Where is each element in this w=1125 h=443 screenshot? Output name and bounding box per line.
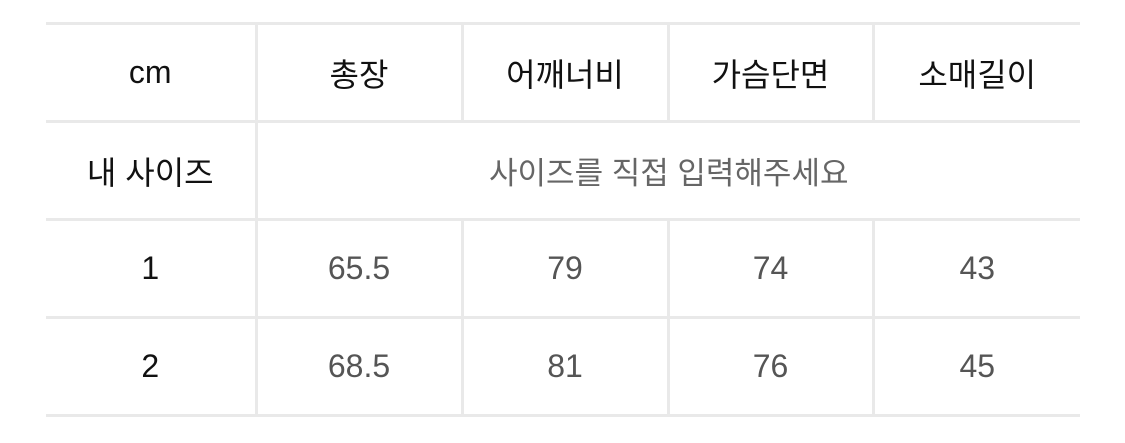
column-header: 총장: [254, 22, 464, 123]
my-size-label: 내 사이즈: [46, 120, 258, 221]
table-row: 1 65.5 79 74 43: [46, 218, 1080, 319]
table-cell: 74: [666, 218, 875, 319]
unit-header: cm: [46, 22, 258, 123]
size-table: cm 총장 어깨너비 가슴단면 소매길이 내 사이즈 사이즈를 직접 입력해주세…: [46, 22, 1080, 417]
table-row: 2 68.5 81 76 45: [46, 316, 1080, 417]
size-label: 1: [46, 218, 258, 319]
table-cell: 76: [666, 316, 875, 417]
table-cell: 68.5: [254, 316, 464, 417]
table-cell: 43: [871, 218, 1080, 319]
column-header: 소매길이: [871, 22, 1080, 123]
table-cell: 79: [460, 218, 670, 319]
size-label: 2: [46, 316, 258, 417]
table-cell: 65.5: [254, 218, 464, 319]
column-header: 어깨너비: [460, 22, 670, 123]
column-header: 가슴단면: [666, 22, 875, 123]
header-row: cm 총장 어깨너비 가슴단면 소매길이: [46, 22, 1080, 123]
my-size-input[interactable]: 사이즈를 직접 입력해주세요: [254, 120, 1080, 221]
table-cell: 81: [460, 316, 670, 417]
table-cell: 45: [871, 316, 1080, 417]
my-size-row: 내 사이즈 사이즈를 직접 입력해주세요: [46, 120, 1080, 221]
